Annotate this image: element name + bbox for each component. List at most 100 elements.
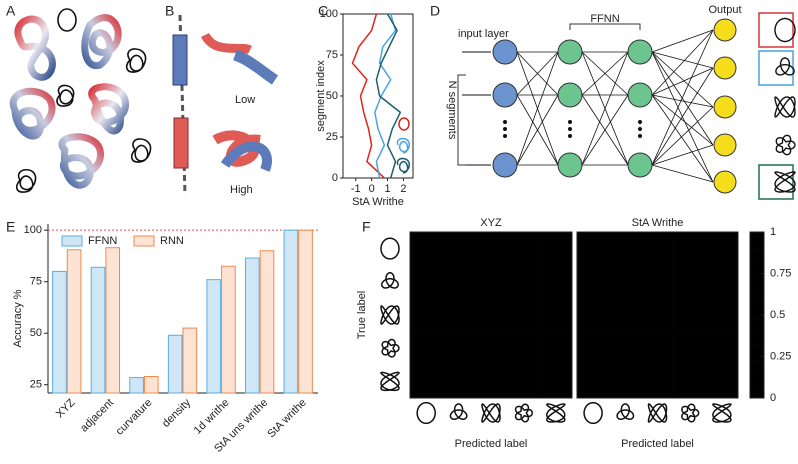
legend-swatch [61, 235, 83, 247]
knot-icon [775, 134, 796, 156]
colorbar-step [750, 344, 764, 349]
heat-cell [507, 232, 540, 266]
panel-label: A [6, 3, 16, 19]
heat-cell [673, 298, 707, 332]
y-tick-label: 100 [24, 224, 42, 236]
heat-cell [641, 331, 674, 366]
colorbar-step [750, 290, 764, 295]
bar [259, 250, 275, 394]
heat-cell [474, 232, 508, 266]
panel-label: B [165, 3, 174, 19]
heat-cell [673, 364, 707, 399]
series-line [375, 13, 402, 179]
bracket [457, 74, 466, 166]
colorbar-step [750, 273, 764, 278]
edge [651, 94, 714, 146]
bar [129, 377, 144, 394]
dots [503, 127, 507, 131]
heat-cell [410, 265, 443, 299]
x-axis-label: Predicted label [621, 438, 694, 450]
heat-cell [507, 298, 540, 332]
heat-cell [410, 364, 443, 399]
output-node [713, 170, 737, 194]
y-tick-label: 25 [30, 379, 42, 391]
knot-icon [774, 96, 796, 118]
panel-label: D [430, 3, 440, 19]
colorbar-step [750, 381, 764, 386]
y-axis-label: True label [356, 291, 368, 340]
legend-label: RNN [160, 235, 184, 247]
y-tick-label: 75 [326, 49, 338, 61]
colorbar-step [750, 323, 764, 328]
heat-cell [577, 364, 610, 399]
plot-frame [342, 13, 414, 179]
knot-icons [15, 8, 152, 193]
bar [167, 334, 183, 394]
colorbar-step [750, 244, 764, 249]
high-label: High [230, 184, 253, 196]
colorbar-step [750, 327, 764, 332]
x-tick-label: -1 [351, 183, 361, 195]
heat-cell [442, 364, 476, 399]
bar [52, 270, 67, 394]
heat-cell [641, 364, 674, 399]
x-tick-label: adjacent [78, 397, 116, 435]
colorbar-label: 0.25 [770, 350, 791, 362]
colorbar-step [750, 352, 764, 357]
node [492, 39, 518, 65]
colorbar-step [750, 294, 764, 299]
colorbar-step [750, 285, 764, 291]
y-tick-label: 25 [326, 131, 338, 143]
colorbar-step [750, 319, 764, 324]
legend-label: FFNN [88, 235, 117, 247]
node [557, 39, 583, 65]
heat-cell [410, 331, 443, 366]
edge [651, 29, 714, 96]
dots [638, 134, 642, 138]
y-axis-label: segment index [315, 60, 327, 132]
knot-icon [583, 401, 603, 425]
colorbar-step [750, 377, 764, 382]
knot-icon [380, 237, 400, 260]
heat-cell [442, 265, 476, 299]
bar [298, 229, 313, 394]
knot-icon [546, 403, 566, 423]
dots [568, 134, 572, 138]
colorbar-label: 1 [770, 226, 776, 238]
knot-illustrations [9, 14, 129, 189]
node [492, 82, 518, 108]
heat-cell [641, 232, 674, 266]
heat-cell [705, 331, 739, 366]
heatmap-title: XYZ [480, 217, 502, 229]
heat-cell [641, 265, 674, 299]
colorbar-step [750, 240, 764, 245]
heat-cell [577, 298, 610, 332]
edge [651, 51, 714, 146]
colorbar-step [750, 302, 764, 307]
colorbar-step [750, 252, 764, 258]
heat-cell [507, 364, 540, 399]
heatmap-title: StA Writhe [632, 217, 684, 229]
knot-icon [774, 17, 796, 43]
dots [568, 127, 572, 131]
bar [182, 327, 198, 394]
heat-cell [609, 265, 642, 299]
edge [516, 94, 559, 166]
edge [651, 144, 714, 166]
colorbar-label: 0 [770, 392, 776, 404]
heat-cell [474, 298, 508, 332]
heat-cell [577, 265, 610, 299]
colorbar-step [750, 265, 764, 270]
heat-cell [507, 265, 540, 299]
panel-label: F [362, 219, 371, 235]
edge [651, 94, 714, 108]
heat-cell [609, 232, 642, 266]
edge [651, 164, 714, 183]
y-tick-label: 75 [30, 276, 42, 288]
colorbar-step [750, 385, 764, 390]
heat-cell [673, 265, 707, 299]
output-node [713, 18, 737, 42]
knot-icon [774, 171, 796, 193]
